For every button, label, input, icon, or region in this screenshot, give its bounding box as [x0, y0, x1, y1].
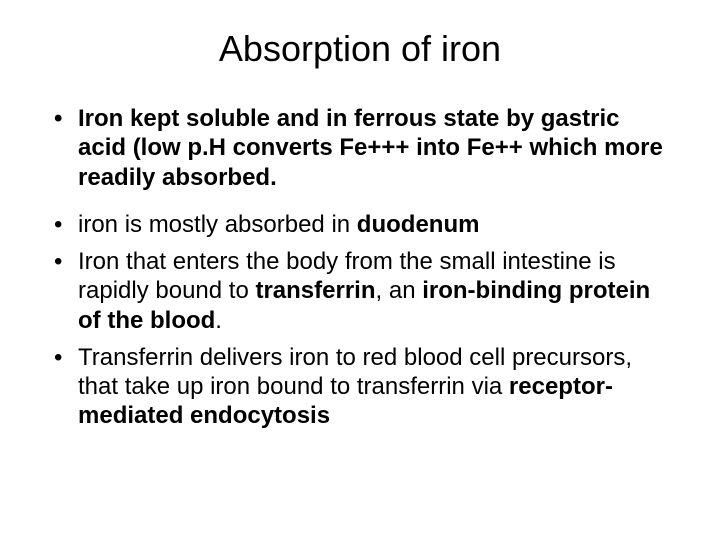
text-run: transferrin	[255, 277, 375, 304]
page-title: Absorption of iron	[48, 28, 672, 70]
text-run: duodenum	[357, 211, 480, 238]
list-item: Transferrin delivers iron to red blood c…	[48, 343, 672, 431]
list-item: iron is mostly absorbed in duodenum	[48, 210, 672, 239]
slide: Absorption of iron Iron kept soluble and…	[0, 0, 720, 540]
list-item: Iron kept soluble and in ferrous state b…	[48, 104, 672, 192]
text-run: iron is mostly absorbed in	[78, 211, 357, 238]
bullet-list-2: iron is mostly absorbed in duodenum Iron…	[48, 210, 672, 431]
text-run: , an	[376, 277, 423, 304]
bullet-list-1: Iron kept soluble and in ferrous state b…	[48, 104, 672, 192]
list-item: Iron that enters the body from the small…	[48, 247, 672, 335]
text-run: Iron kept soluble and in ferrous state b…	[78, 105, 663, 191]
text-run: .	[215, 307, 222, 334]
